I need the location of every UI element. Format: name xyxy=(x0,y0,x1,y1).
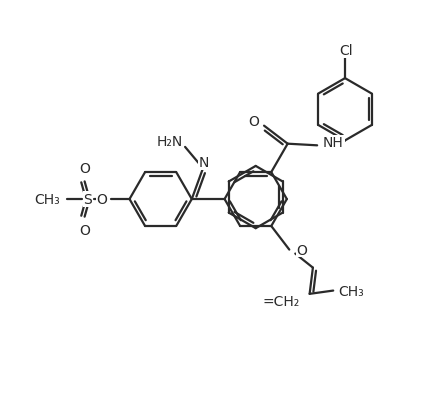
Text: O: O xyxy=(97,193,108,207)
Text: O: O xyxy=(79,223,90,237)
Text: S: S xyxy=(84,193,92,207)
Text: N: N xyxy=(199,156,209,170)
Text: O: O xyxy=(296,243,307,257)
Text: Cl: Cl xyxy=(339,44,353,58)
Text: NH: NH xyxy=(323,136,344,150)
Text: O: O xyxy=(79,162,90,176)
Text: O: O xyxy=(248,115,259,128)
Text: H₂N: H₂N xyxy=(157,135,183,148)
Text: CH₃: CH₃ xyxy=(338,284,364,298)
Text: =CH₂: =CH₂ xyxy=(262,294,300,308)
Text: CH₃: CH₃ xyxy=(34,193,60,207)
